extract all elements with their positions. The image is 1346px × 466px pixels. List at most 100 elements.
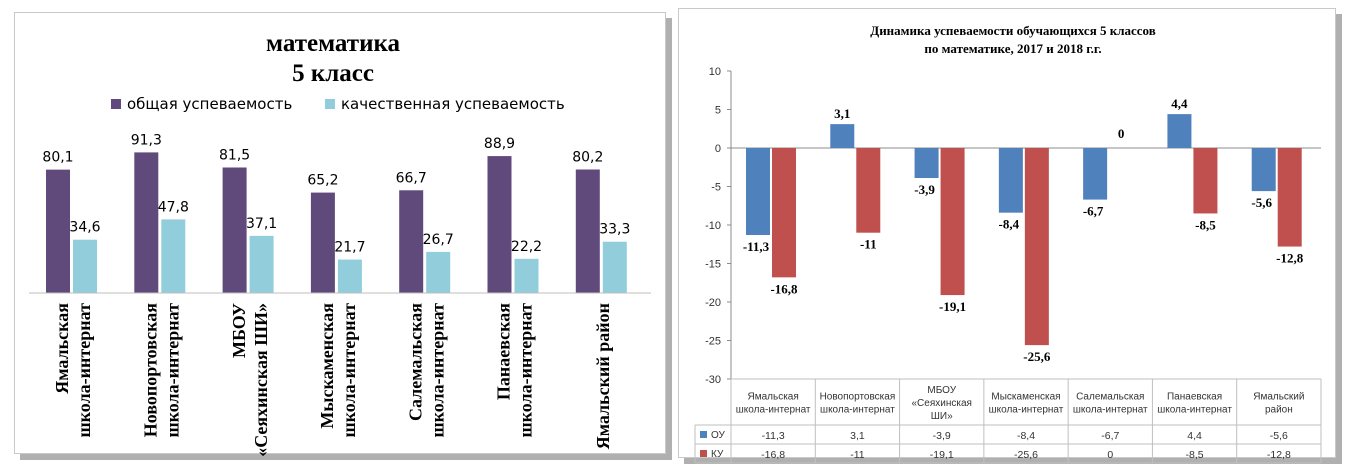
right-bar-s1-c0: [772, 148, 796, 278]
right-bar-s0-c3: [998, 148, 1023, 213]
table-header-1-1: школа-интернат: [820, 405, 895, 416]
left-data-label-s1-c2: 37,1: [246, 216, 277, 232]
table-legend-name-0: ОУ: [711, 430, 726, 441]
left-chart-panel: математика 5 класс общая успеваемость ка…: [14, 12, 666, 457]
left-category-label-6-0: Ямальский район: [593, 303, 613, 449]
right-bar-s0-c5: [1167, 114, 1192, 148]
table-cell-s1-c6: -12,8: [1267, 449, 1291, 461]
table-cell-s0-c2: -3,9: [933, 430, 951, 442]
left-data-label-s0-c5: 88,9: [484, 136, 515, 152]
table-cell-s0-c1: 3,1: [850, 430, 865, 442]
table-header-5-1: школа-интернат: [1157, 405, 1232, 416]
left-data-label-s0-c0: 80,1: [42, 150, 73, 166]
table-cell-s0-c5: 4,4: [1187, 430, 1202, 442]
left-category-label-3-1: школа-интернат: [339, 303, 359, 438]
left-bar-s1-c4: [426, 251, 451, 293]
table-cell-s0-c6: -5,6: [1270, 430, 1288, 442]
table-header-0-0: Ямальская: [748, 392, 799, 403]
table-legend-key-1: [700, 450, 707, 457]
left-category-label-1-0: Новопортовская: [140, 303, 160, 437]
left-data-label-s1-c4: 26,7: [423, 232, 454, 248]
right-data-label-s1-c4: 0: [1118, 126, 1125, 141]
left-bar-s0-c6: [575, 169, 600, 293]
right-y-tick-label-2: 0: [715, 143, 721, 155]
right-y-tick-label-6: -20: [705, 297, 721, 309]
left-category-label-5-1: школа-интернат: [516, 303, 536, 438]
right-data-label-s1-c5: -8,5: [1195, 217, 1216, 232]
table-header-2-0: МБОУ: [927, 385, 956, 396]
left-data-label-s1-c5: 22,2: [511, 239, 542, 255]
table-header-0-1: школа-интернат: [736, 405, 811, 416]
left-data-label-s0-c1: 91,3: [131, 132, 162, 148]
table-cell-s0-c0: -11,3: [762, 430, 785, 442]
left-category-label-5-0: Панаевская: [494, 303, 514, 400]
left-bar-s0-c1: [134, 152, 159, 293]
left-data-label-s1-c0: 34,6: [69, 220, 100, 236]
table-cell-s0-c4: -6,7: [1101, 430, 1119, 442]
right-y-tick-label-4: -10: [705, 220, 721, 232]
right-data-label-s1-c6: -12,8: [1276, 251, 1304, 266]
right-y-tick-label-5: -15: [705, 259, 721, 271]
left-bar-s1-c0: [73, 239, 97, 293]
right-data-label-s0-c5: 4,4: [1171, 96, 1188, 111]
right-bar-s0-c6: [1251, 148, 1276, 192]
right-y-tick-label-8: -30: [705, 374, 721, 386]
right-data-label-s0-c2: -3,9: [914, 182, 935, 197]
left-bar-s1-c1: [161, 219, 186, 293]
right-data-label-s0-c1: 3,1: [834, 106, 850, 121]
right-bar-s1-c2: [940, 148, 965, 296]
right-chart-title: Динамика успеваемости обучающихся 5 клас…: [870, 23, 1156, 38]
right-data-label-s1-c3: -25,6: [1023, 349, 1051, 364]
left-bar-s1-c3: [337, 259, 362, 293]
table-cell-s1-c3: -25,6: [1014, 449, 1038, 461]
right-bar-s1-c5: [1193, 148, 1218, 214]
left-bar-s0-c5: [487, 156, 512, 293]
table-header-2-2: ШИ»: [931, 411, 953, 422]
right-data-label-s0-c3: -8,4: [999, 217, 1020, 232]
left-category-label-0-1: школа-интернат: [74, 303, 94, 438]
left-bar-s1-c5: [514, 258, 539, 293]
right-bar-s0-c4: [1083, 148, 1108, 200]
table-header-5-0: Панаевская: [1167, 392, 1222, 403]
table-header-2-1: «Сеяхинская: [911, 398, 971, 409]
left-data-label-s0-c6: 80,2: [572, 149, 603, 165]
right-y-tick-label-3: -5: [711, 182, 721, 194]
table-header-4-0: Салемальская: [1076, 392, 1144, 403]
left-bar-s0-c3: [310, 192, 335, 293]
left-data-label-s0-c3: 65,2: [307, 173, 338, 189]
left-bar-s1-c6: [602, 241, 627, 293]
right-chart-subtitle: по математике, 2017 и 2018 г.г.: [924, 41, 1101, 56]
left-data-label-s0-c2: 81,5: [219, 147, 250, 163]
left-bar-s0-c2: [222, 167, 247, 293]
left-chart-title: математика: [266, 30, 401, 57]
right-bar-s0-c1: [830, 124, 855, 148]
left-data-label-s1-c6: 33,3: [599, 222, 630, 238]
right-bar-s1-c3: [1024, 148, 1049, 346]
left-category-label-4-0: Салемальская: [405, 303, 425, 421]
left-category-label-2-1: «Сеяхинская ШИ»: [251, 303, 271, 457]
right-bar-s0-c0: [746, 148, 770, 236]
right-bar-s0-c2: [914, 148, 939, 179]
table-cell-s1-c5: -8,5: [1186, 449, 1204, 461]
legend-label-overall: общая успеваемость: [127, 95, 292, 113]
right-data-label-s0-c4: -6,7: [1083, 204, 1104, 219]
table-header-6-1: район: [1265, 405, 1293, 416]
table-cell-s1-c4: 0: [1107, 449, 1113, 461]
table-legend-name-1: КУ: [711, 449, 724, 460]
table-header-3-1: школа-интернат: [989, 405, 1064, 416]
table-cell-s1-c1: -11: [850, 449, 865, 461]
right-data-label-s0-c0: -11,3: [743, 239, 770, 254]
legend-swatch-overall: [111, 99, 121, 109]
table-header-6-0: Ямальский: [1253, 392, 1304, 403]
right-chart-panel: Динамика успеваемости обучающихся 5 клас…: [678, 8, 1336, 464]
table-cell-s0-c3: -8,4: [1017, 430, 1035, 442]
legend-label-quality: качественная успеваемость: [341, 95, 565, 113]
left-bar-s1-c2: [249, 235, 274, 293]
right-data-label-s0-c6: -5,6: [1251, 195, 1272, 210]
table-header-4-1: школа-интернат: [1073, 405, 1148, 416]
right-data-label-s1-c2: -19,1: [939, 299, 966, 314]
left-bar-s0-c0: [46, 169, 70, 293]
left-data-label-s1-c1: 47,8: [158, 199, 189, 215]
left-chart-subtitle: 5 класс: [292, 60, 374, 87]
right-data-label-s1-c0: -16,8: [770, 281, 798, 296]
